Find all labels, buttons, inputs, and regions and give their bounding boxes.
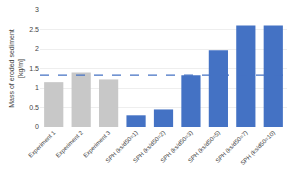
svg-text:Experiment 2: Experiment 2 bbox=[55, 129, 85, 159]
svg-text:SPH (ks/d50=2): SPH (ks/d50=2) bbox=[132, 130, 166, 164]
svg-text:Mass of eroded sediment[kg/m]: Mass of eroded sediment[kg/m] bbox=[8, 29, 25, 108]
svg-text:0: 0 bbox=[35, 123, 39, 130]
svg-text:SPH (ks/d50=3): SPH (ks/d50=3) bbox=[159, 130, 193, 164]
svg-text:2.5: 2.5 bbox=[29, 26, 39, 33]
svg-text:2: 2 bbox=[35, 45, 39, 52]
svg-text:SPH (ks/d50=5): SPH (ks/d50=5) bbox=[187, 130, 221, 164]
svg-text:SPH (ks/d50=1): SPH (ks/d50=1) bbox=[105, 130, 139, 164]
svg-text:3: 3 bbox=[35, 6, 39, 13]
svg-text:SPH (ks/d50=7): SPH (ks/d50=7) bbox=[214, 130, 248, 164]
svg-text:0.5: 0.5 bbox=[29, 104, 39, 111]
svg-text:1: 1 bbox=[35, 84, 39, 91]
svg-text:Experiment 1: Experiment 1 bbox=[27, 129, 57, 159]
svg-text:1.5: 1.5 bbox=[29, 65, 39, 72]
svg-text:Experiment 3: Experiment 3 bbox=[82, 129, 112, 159]
svg-text:SPH (ks/d50=10): SPH (ks/d50=10) bbox=[239, 130, 276, 167]
